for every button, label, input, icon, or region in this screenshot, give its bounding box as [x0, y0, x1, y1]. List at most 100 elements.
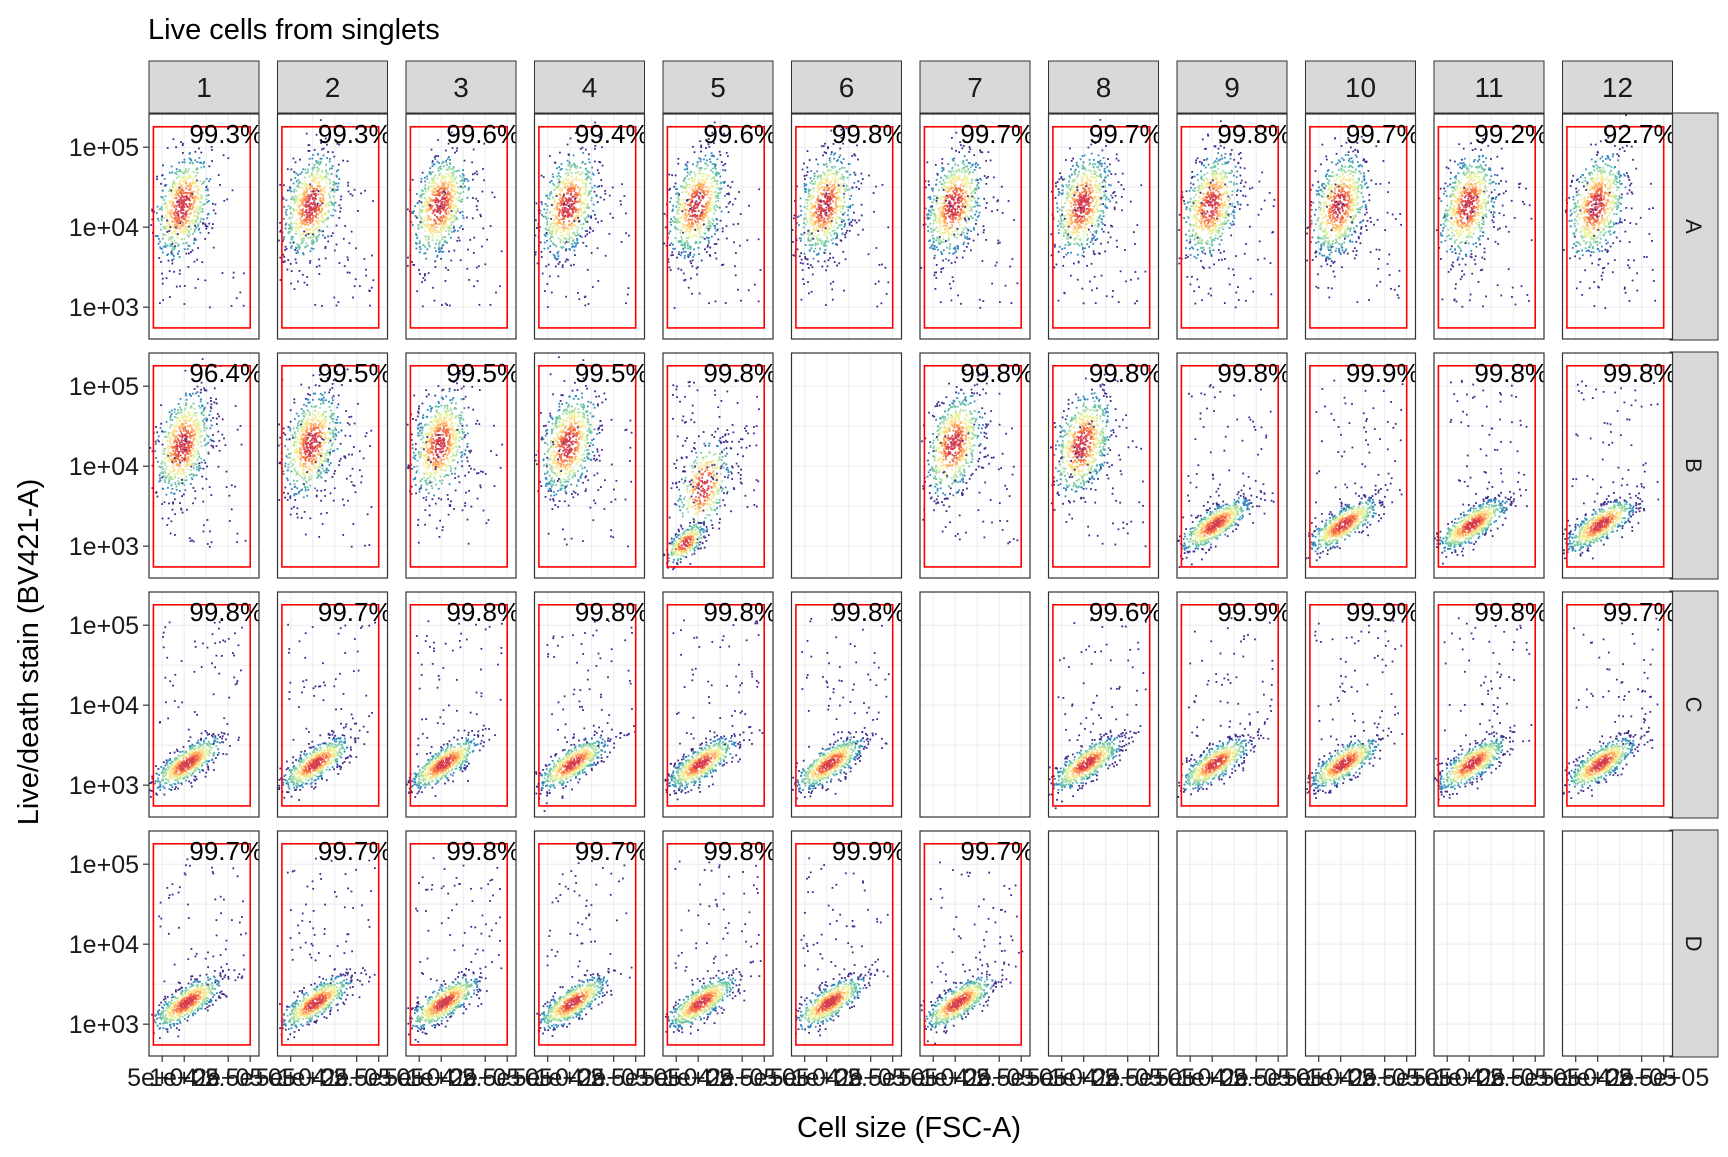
scatter-point: [839, 225, 841, 227]
scatter-point: [826, 238, 828, 240]
scatter-point: [231, 305, 233, 307]
scatter-point: [446, 200, 448, 202]
scatter-point: [556, 246, 558, 248]
scatter-point: [334, 250, 336, 252]
scatter-point: [333, 205, 335, 207]
scatter-point: [700, 224, 702, 226]
scatter-point: [195, 185, 197, 187]
scatter-point: [444, 185, 446, 187]
scatter-point: [188, 185, 190, 187]
scatter-point: [451, 217, 453, 219]
scatter-point: [303, 239, 305, 241]
scatter-point: [822, 210, 824, 212]
scatter-point: [739, 245, 741, 247]
scatter-point: [573, 164, 575, 166]
scatter-point: [340, 199, 342, 201]
column-strip-label: 6: [839, 72, 855, 103]
scatter-point: [171, 195, 173, 197]
scatter-point: [844, 234, 846, 236]
scatter-point: [459, 199, 461, 201]
scatter-point: [700, 145, 702, 147]
scatter-point: [715, 195, 717, 197]
scatter-point: [818, 216, 820, 218]
scatter-point: [550, 236, 552, 238]
scatter-point: [442, 182, 444, 184]
scatter-point: [851, 225, 853, 227]
scatter-point: [444, 202, 446, 204]
scatter-point: [811, 180, 813, 182]
scatter-point: [304, 214, 306, 216]
scatter-point: [170, 212, 172, 214]
scatter-point: [824, 196, 826, 198]
scatter-point: [552, 183, 554, 185]
scatter-point: [558, 186, 560, 188]
scatter-point: [332, 215, 334, 217]
scatter-point: [588, 207, 590, 209]
scatter-point: [322, 230, 324, 232]
scatter-point: [825, 233, 827, 235]
scatter-point: [696, 165, 698, 167]
scatter-point: [312, 231, 314, 233]
scatter-point: [422, 190, 424, 192]
scatter-point: [845, 171, 847, 173]
scatter-point: [835, 186, 837, 188]
scatter-point: [834, 261, 836, 263]
scatter-point: [853, 153, 855, 155]
scatter-point: [758, 188, 760, 190]
scatter-point: [325, 218, 327, 220]
scatter-point: [335, 210, 337, 212]
scatter-point: [461, 199, 463, 201]
scatter-point: [740, 300, 742, 302]
scatter-point: [930, 198, 932, 200]
scatter-point: [971, 165, 973, 167]
scatter-point: [928, 184, 930, 186]
scatter-point: [459, 193, 461, 195]
scatter-point: [158, 238, 160, 240]
scatter-point: [185, 176, 187, 178]
scatter-point: [698, 187, 700, 189]
scatter-point: [825, 269, 827, 271]
scatter-point: [813, 251, 815, 253]
scatter-point: [812, 238, 814, 240]
scatter-point: [568, 205, 570, 207]
scatter-point: [831, 199, 833, 201]
scatter-point: [486, 239, 488, 241]
scatter-point: [191, 209, 193, 211]
scatter-point: [306, 219, 308, 221]
scatter-point: [671, 174, 673, 176]
scatter-point: [432, 193, 434, 195]
scatter-point: [589, 232, 591, 234]
scatter-point: [566, 178, 568, 180]
scatter-point: [425, 201, 427, 203]
scatter-point: [721, 211, 723, 213]
scatter-point: [584, 203, 586, 205]
scatter-point: [166, 231, 168, 233]
scatter-point: [572, 196, 574, 198]
scatter-point: [836, 173, 838, 175]
scatter-point: [302, 252, 304, 254]
scatter-point: [674, 218, 676, 220]
scatter-point: [334, 189, 336, 191]
scatter-point: [814, 183, 816, 185]
scatter-point: [798, 224, 800, 226]
scatter-point: [840, 207, 842, 209]
scatter-point: [881, 302, 883, 304]
scatter-point: [349, 272, 351, 274]
scatter-point: [584, 207, 586, 209]
scatter-point: [673, 221, 675, 223]
scatter-point: [815, 202, 817, 204]
scatter-point: [832, 238, 834, 240]
scatter-point: [359, 285, 361, 287]
scatter-point: [597, 201, 599, 203]
scatter-point: [329, 158, 331, 160]
scatter-point: [308, 196, 310, 198]
scatter-point: [445, 280, 447, 282]
scatter-point: [434, 232, 436, 234]
scatter-point: [311, 248, 313, 250]
scatter-point: [428, 272, 430, 274]
scatter-point: [317, 161, 319, 163]
scatter-point: [309, 260, 311, 262]
scatter-point: [708, 220, 710, 222]
scatter-point: [163, 217, 165, 219]
scatter-point: [567, 182, 569, 184]
